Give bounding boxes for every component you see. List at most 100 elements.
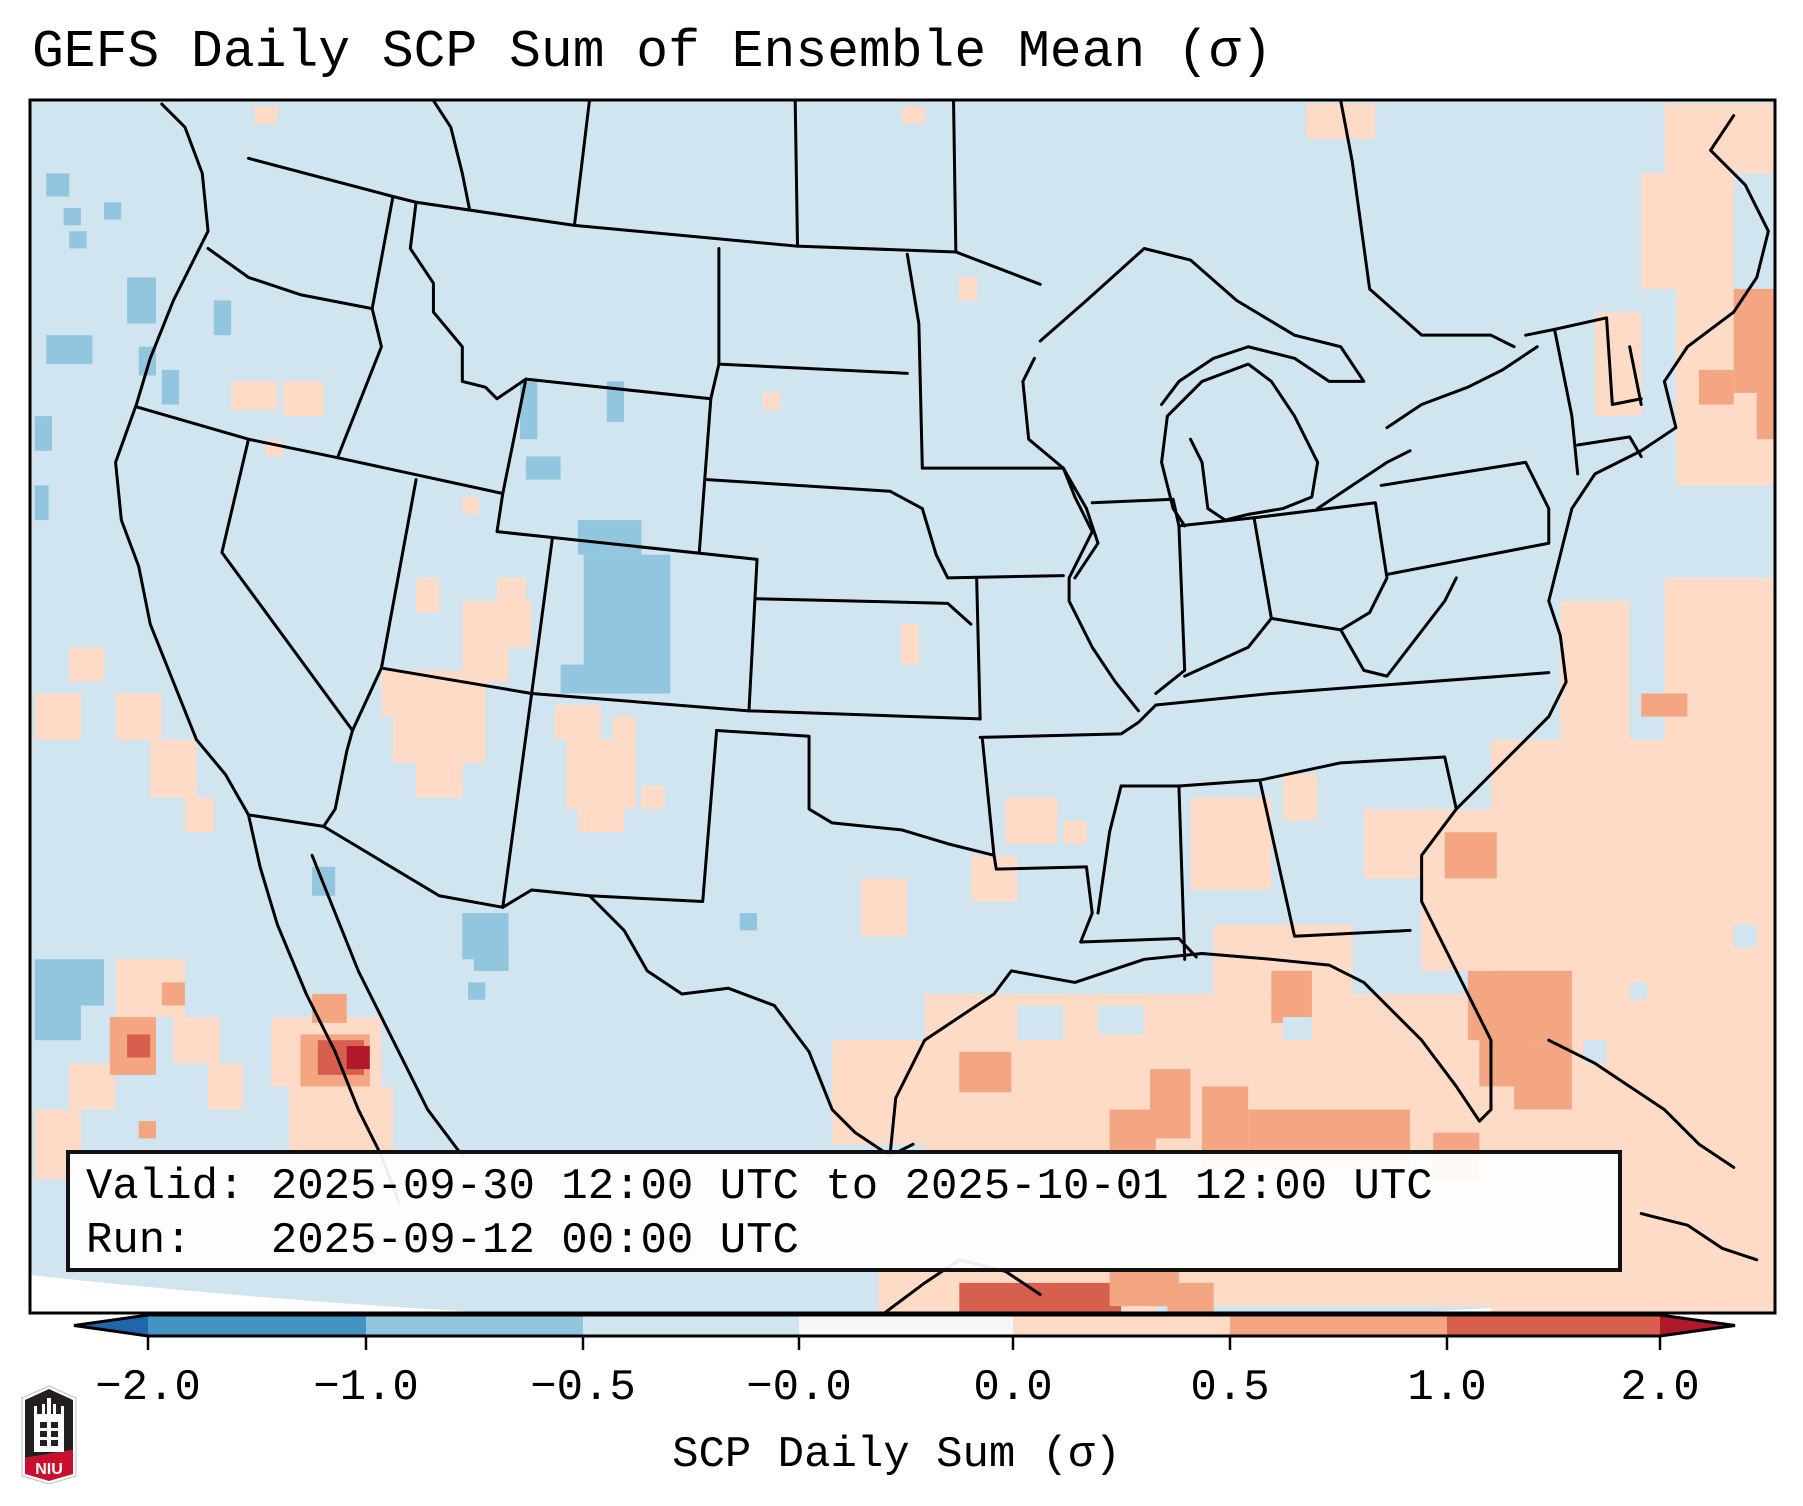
colorbar-bin bbox=[148, 1315, 366, 1336]
state-line bbox=[705, 478, 1065, 580]
anomaly-cell bbox=[265, 439, 284, 457]
anomaly-cell bbox=[520, 381, 538, 440]
colorbar-tick-label: −1.0 bbox=[313, 1363, 419, 1413]
anomaly-cell bbox=[1699, 369, 1734, 405]
anomaly-cell bbox=[901, 624, 919, 665]
anomaly-cell bbox=[1098, 1005, 1145, 1035]
niu-logo: NIU bbox=[21, 1385, 77, 1485]
colorbar-bin bbox=[1013, 1315, 1230, 1336]
valid-line: Valid: 2025-09-30 12:00 UTC to 2025-10-0… bbox=[86, 1162, 1433, 1212]
run-label: Run: bbox=[86, 1216, 192, 1266]
state-line bbox=[715, 728, 996, 857]
run-line: Run: 2025-09-12 00:00 UTC bbox=[86, 1216, 799, 1266]
state-line bbox=[1339, 576, 1458, 678]
canada-province-line bbox=[793, 100, 800, 248]
anomaly-cell bbox=[34, 485, 49, 521]
canada-province-line bbox=[952, 100, 958, 254]
state-line bbox=[1258, 755, 1458, 811]
anomaly-cell bbox=[566, 739, 636, 809]
anomaly-cell bbox=[254, 106, 278, 124]
anomaly-cell bbox=[1109, 1109, 1156, 1156]
map-frame bbox=[28, 98, 1777, 1315]
anomaly-cell bbox=[612, 716, 636, 740]
anomaly-cell bbox=[34, 416, 52, 451]
anomaly-cell bbox=[283, 381, 324, 417]
anomaly-cell bbox=[1271, 970, 1312, 1023]
state-line bbox=[1553, 316, 1643, 407]
colorbar bbox=[73, 1313, 1736, 1350]
anomaly-cell bbox=[462, 601, 532, 648]
canada-province-line bbox=[431, 100, 471, 210]
colorbar-tick-label: 0.0 bbox=[973, 1363, 1053, 1413]
colorbar-tick-label: −0.5 bbox=[530, 1363, 636, 1413]
anomaly-cell bbox=[213, 300, 232, 336]
anomaly-cell bbox=[1306, 104, 1376, 139]
state-line bbox=[322, 478, 418, 828]
anomaly-cell bbox=[1641, 693, 1688, 717]
anomaly-cell bbox=[69, 647, 104, 682]
map-area bbox=[30, 100, 1775, 1313]
state-line bbox=[1379, 460, 1551, 576]
state-line bbox=[1061, 466, 1140, 713]
valid-run-info-box: Valid: 2025-09-30 12:00 UTC to 2025-10-0… bbox=[66, 1150, 1622, 1272]
coastline bbox=[1547, 1038, 1736, 1169]
anomaly-cell bbox=[1560, 601, 1630, 752]
state-line bbox=[1628, 345, 1643, 407]
anomaly-cell bbox=[34, 1005, 81, 1041]
anomaly-cell bbox=[1109, 1271, 1179, 1307]
state-line bbox=[978, 671, 1551, 739]
anomaly-cell bbox=[739, 913, 757, 931]
anomaly-cell bbox=[468, 982, 486, 1000]
anomaly-cell bbox=[69, 231, 87, 249]
anomaly-cell bbox=[554, 705, 601, 740]
coastline bbox=[310, 853, 464, 1158]
state-line bbox=[1096, 784, 1123, 915]
valid-value: 2025-09-30 12:00 UTC to 2025-10-01 12:00… bbox=[270, 1162, 1433, 1212]
state-line bbox=[1252, 501, 1389, 632]
anomaly-cell bbox=[832, 1040, 925, 1145]
anomaly-cell bbox=[46, 173, 70, 197]
anomaly-cell bbox=[104, 202, 122, 220]
anomaly-cell bbox=[393, 716, 486, 763]
chart-title: GEFS Daily SCP Sum of Ensemble Mean (σ) bbox=[32, 22, 1273, 82]
state-line bbox=[975, 576, 982, 721]
colorbar-extend-high bbox=[1660, 1315, 1735, 1336]
state-line bbox=[408, 200, 909, 401]
anomaly-cell bbox=[127, 1034, 151, 1058]
state-line bbox=[1177, 778, 1412, 938]
coastline bbox=[1038, 246, 1366, 407]
state-line bbox=[1576, 435, 1643, 459]
anomaly-cell bbox=[560, 664, 636, 694]
state-line bbox=[905, 252, 924, 470]
anomaly-cell bbox=[150, 739, 197, 798]
anomaly-cell bbox=[127, 277, 156, 324]
anomaly-cell bbox=[138, 1121, 156, 1139]
state-line bbox=[335, 307, 383, 460]
anomaly-cell bbox=[1167, 1282, 1214, 1313]
anomaly-cell bbox=[641, 785, 665, 809]
state-line bbox=[379, 666, 982, 721]
canada-province-line bbox=[1339, 100, 1516, 349]
colorbar-tick-label: −2.0 bbox=[95, 1363, 201, 1413]
anomaly-cell bbox=[1150, 1069, 1191, 1139]
colorbar-tick-label: 0.5 bbox=[1190, 1363, 1270, 1413]
colorbar-label: SCP Daily Sum (σ) bbox=[0, 1430, 1803, 1480]
anomaly-cell bbox=[34, 693, 81, 740]
anomaly-cell bbox=[1733, 924, 1757, 948]
anomaly-cell bbox=[525, 456, 561, 480]
anomaly-cell bbox=[416, 762, 463, 798]
coastline bbox=[1021, 356, 1065, 470]
anomaly-cell bbox=[1583, 1040, 1607, 1064]
coastline bbox=[1165, 362, 1320, 522]
coastline bbox=[1160, 414, 1187, 528]
state-line bbox=[220, 437, 355, 732]
anomaly-cell bbox=[34, 959, 105, 1006]
coastline bbox=[1385, 345, 1539, 430]
state-line bbox=[697, 397, 713, 554]
colorbar-extend-low bbox=[74, 1315, 148, 1336]
state-line bbox=[980, 738, 1088, 871]
state-line bbox=[755, 597, 973, 626]
anomaly-cell bbox=[959, 1282, 1122, 1313]
anomaly-cell bbox=[577, 797, 625, 833]
